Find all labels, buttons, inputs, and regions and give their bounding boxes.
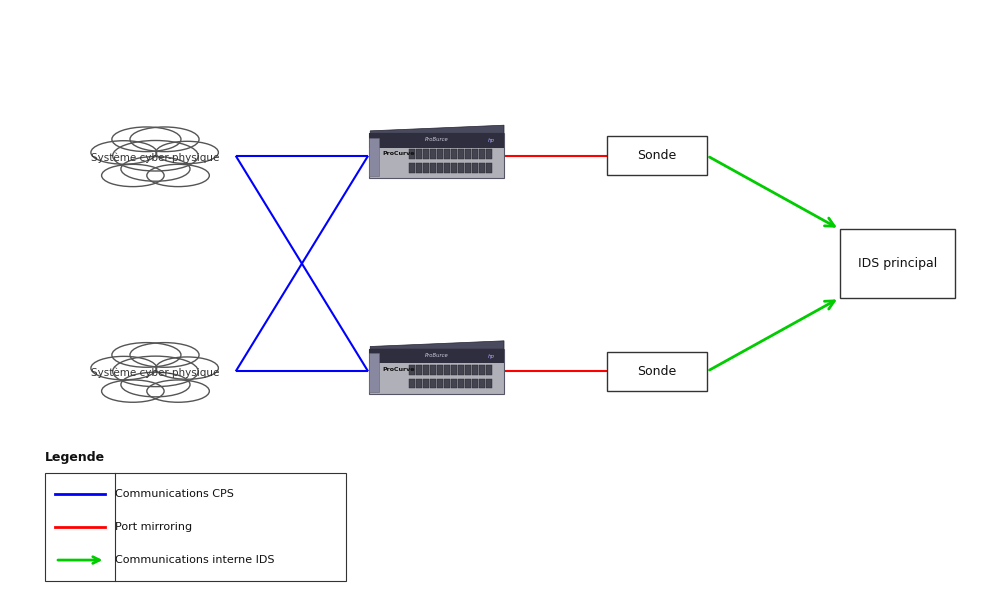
Ellipse shape xyxy=(121,156,189,181)
FancyBboxPatch shape xyxy=(437,150,442,159)
Ellipse shape xyxy=(112,127,180,152)
Polygon shape xyxy=(370,125,503,134)
Text: Communications interne IDS: Communications interne IDS xyxy=(115,555,275,565)
Text: ProCurve: ProCurve xyxy=(382,367,414,371)
FancyBboxPatch shape xyxy=(606,137,706,175)
FancyBboxPatch shape xyxy=(486,150,491,159)
FancyBboxPatch shape xyxy=(472,365,477,375)
Ellipse shape xyxy=(112,356,198,386)
Ellipse shape xyxy=(130,127,198,152)
Ellipse shape xyxy=(121,372,189,397)
FancyBboxPatch shape xyxy=(437,365,442,375)
Text: Communications CPS: Communications CPS xyxy=(115,489,234,499)
FancyBboxPatch shape xyxy=(45,473,346,581)
FancyBboxPatch shape xyxy=(444,150,449,159)
Ellipse shape xyxy=(130,343,198,367)
FancyBboxPatch shape xyxy=(840,229,955,298)
FancyBboxPatch shape xyxy=(451,163,456,173)
FancyBboxPatch shape xyxy=(369,349,503,363)
FancyBboxPatch shape xyxy=(472,379,477,388)
FancyBboxPatch shape xyxy=(430,365,436,375)
Ellipse shape xyxy=(91,356,156,380)
FancyBboxPatch shape xyxy=(458,365,463,375)
Text: Sonde: Sonde xyxy=(636,365,676,378)
FancyBboxPatch shape xyxy=(479,379,484,388)
FancyBboxPatch shape xyxy=(437,379,442,388)
FancyBboxPatch shape xyxy=(458,163,463,173)
Text: Legende: Legende xyxy=(45,451,105,464)
FancyBboxPatch shape xyxy=(369,134,503,179)
Ellipse shape xyxy=(155,141,218,164)
FancyBboxPatch shape xyxy=(458,379,463,388)
Ellipse shape xyxy=(101,380,164,403)
FancyBboxPatch shape xyxy=(606,352,706,391)
Ellipse shape xyxy=(146,164,209,187)
Ellipse shape xyxy=(112,141,198,171)
FancyBboxPatch shape xyxy=(465,379,470,388)
FancyBboxPatch shape xyxy=(451,365,456,375)
FancyBboxPatch shape xyxy=(486,379,491,388)
FancyBboxPatch shape xyxy=(430,150,436,159)
FancyBboxPatch shape xyxy=(479,163,484,173)
Text: Port mirroring: Port mirroring xyxy=(115,522,192,532)
FancyBboxPatch shape xyxy=(458,150,463,159)
FancyBboxPatch shape xyxy=(369,353,379,392)
FancyBboxPatch shape xyxy=(409,365,415,375)
Text: Sonde: Sonde xyxy=(636,149,676,162)
FancyBboxPatch shape xyxy=(409,150,415,159)
FancyBboxPatch shape xyxy=(369,349,503,394)
FancyBboxPatch shape xyxy=(444,163,449,173)
Text: hp: hp xyxy=(487,138,494,143)
Text: IDS principal: IDS principal xyxy=(857,257,937,270)
Polygon shape xyxy=(370,341,503,349)
Ellipse shape xyxy=(146,380,209,403)
Text: ProBurce: ProBurce xyxy=(424,353,448,358)
FancyBboxPatch shape xyxy=(416,150,422,159)
Ellipse shape xyxy=(112,343,180,367)
Ellipse shape xyxy=(101,164,164,187)
Ellipse shape xyxy=(155,357,218,379)
Ellipse shape xyxy=(91,141,156,164)
FancyBboxPatch shape xyxy=(472,150,477,159)
FancyBboxPatch shape xyxy=(444,379,449,388)
FancyBboxPatch shape xyxy=(423,365,429,375)
Text: Système cyber-physique: Système cyber-physique xyxy=(91,368,219,379)
FancyBboxPatch shape xyxy=(430,163,436,173)
FancyBboxPatch shape xyxy=(479,150,484,159)
FancyBboxPatch shape xyxy=(465,163,470,173)
Text: Système cyber-physique: Système cyber-physique xyxy=(91,152,219,163)
FancyBboxPatch shape xyxy=(423,163,429,173)
FancyBboxPatch shape xyxy=(423,150,429,159)
FancyBboxPatch shape xyxy=(416,379,422,388)
FancyBboxPatch shape xyxy=(437,163,442,173)
Text: ProCurve: ProCurve xyxy=(382,151,414,156)
FancyBboxPatch shape xyxy=(423,379,429,388)
FancyBboxPatch shape xyxy=(486,365,491,375)
FancyBboxPatch shape xyxy=(369,134,503,147)
FancyBboxPatch shape xyxy=(465,150,470,159)
Text: hp: hp xyxy=(487,353,494,359)
FancyBboxPatch shape xyxy=(486,163,491,173)
FancyBboxPatch shape xyxy=(416,365,422,375)
FancyBboxPatch shape xyxy=(416,163,422,173)
FancyBboxPatch shape xyxy=(409,163,415,173)
FancyBboxPatch shape xyxy=(465,365,470,375)
FancyBboxPatch shape xyxy=(430,379,436,388)
FancyBboxPatch shape xyxy=(472,163,477,173)
FancyBboxPatch shape xyxy=(444,365,449,375)
FancyBboxPatch shape xyxy=(369,138,379,176)
FancyBboxPatch shape xyxy=(409,379,415,388)
FancyBboxPatch shape xyxy=(451,150,456,159)
FancyBboxPatch shape xyxy=(451,379,456,388)
FancyBboxPatch shape xyxy=(479,365,484,375)
Text: ProBurce: ProBurce xyxy=(424,137,448,142)
